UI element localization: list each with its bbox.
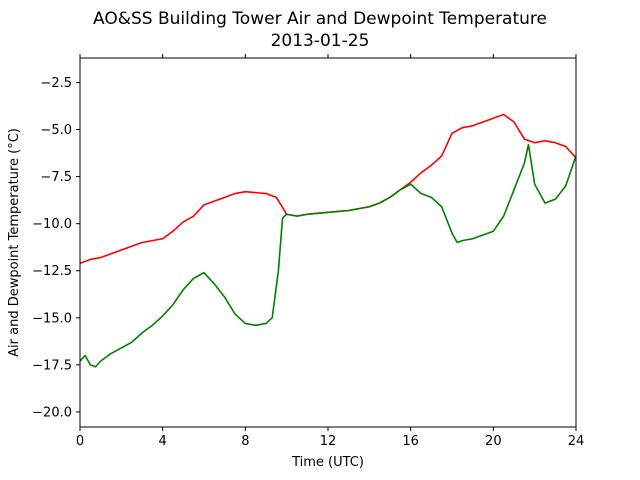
y-tick-label: −2.5 — [40, 76, 72, 91]
series-line-0 — [79, 113, 577, 264]
x-axis-label: Time (UTC) — [291, 455, 364, 470]
y-tick-label: −20.0 — [32, 405, 72, 420]
y-tick-label: −5.0 — [40, 123, 72, 138]
chart-title: AO&SS Building Tower Air and Dewpoint Te… — [93, 9, 547, 29]
series-line-1 — [79, 143, 577, 368]
x-tick-label: 24 — [568, 434, 585, 449]
chart-subtitle: 2013-01-25 — [271, 31, 370, 51]
x-tick-label: 0 — [76, 434, 84, 449]
plot-lines — [79, 113, 577, 368]
y-tick-label: −15.0 — [32, 311, 72, 326]
y-axis-ticks: −20.0 −17.5 −15.0 −12.5 −10.0 −7.5 −5.0 −2.5 — [32, 76, 80, 420]
y-tick-label: −12.5 — [32, 264, 72, 279]
x-axis-ticks: 0 4 8 12 16 20 24 — [76, 54, 584, 449]
x-tick-label: 4 — [159, 434, 167, 449]
y-tick-label: −10.0 — [32, 217, 72, 232]
x-tick-label: 8 — [241, 434, 249, 449]
x-tick-label: 16 — [402, 434, 419, 449]
y-axis-label: Air and Dewpoint Temperature (°C) — [7, 128, 22, 357]
y-tick-label: −7.5 — [40, 170, 72, 185]
x-tick-label: 12 — [320, 434, 337, 449]
x-tick-label: 20 — [485, 434, 502, 449]
y-tick-label: −17.5 — [32, 358, 72, 373]
plot-frame — [79, 57, 577, 428]
